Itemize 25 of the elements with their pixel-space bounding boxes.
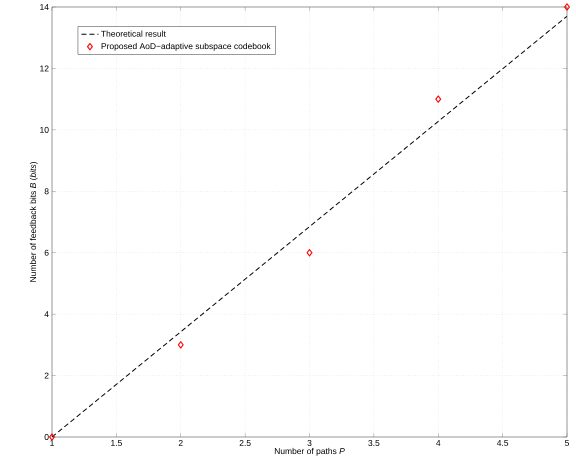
point (49, 433, 55, 441)
y-axis-title: Number of feedback bits B (bits) (30, 162, 38, 282)
x-tick-label: 4 (436, 440, 440, 446)
y-tick-label: 10 (40, 126, 49, 133)
y-tick-label: 6 (44, 250, 49, 256)
legend-label: Proposed AoD−adaptive subspace codebook (102, 42, 271, 51)
x-tick-label: 4.5 (496, 440, 508, 446)
y-tick-label: 12 (40, 65, 49, 72)
x-tick-label: 2.5 (240, 440, 251, 446)
x-tick-label: 3.5 (368, 440, 380, 446)
point (564, 3, 570, 11)
point (178, 341, 184, 349)
x-tick-label: 5 (564, 440, 570, 446)
x-axis-title: Number of paths P (274, 448, 345, 456)
y-tick-label: 8 (44, 188, 49, 194)
point (306, 248, 312, 256)
y-tick-label: 4 (44, 311, 49, 318)
legend-label: Theoretical result (101, 30, 166, 37)
y-tick-label: 14 (40, 4, 49, 10)
y-tick-label: 0 (44, 434, 49, 440)
y-tick-label: 2 (44, 372, 49, 379)
x-tick-label: 2 (178, 440, 183, 446)
x-tick-label: 1.5 (111, 440, 122, 446)
x-tick-label: 3 (307, 440, 312, 446)
point (435, 95, 442, 103)
